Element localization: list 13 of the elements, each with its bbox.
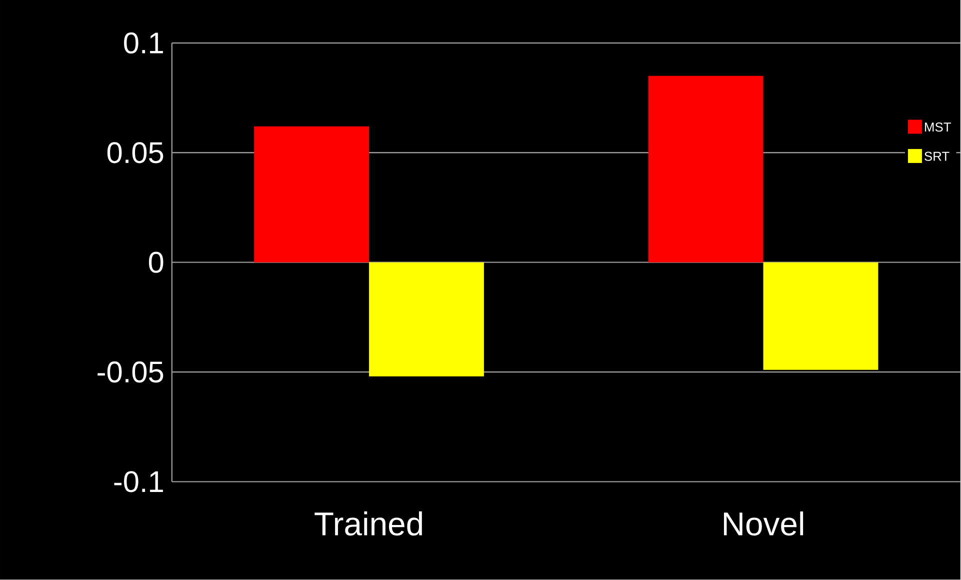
legend-label: SRT	[924, 152, 950, 162]
bar	[648, 76, 764, 263]
bar	[763, 262, 878, 370]
y-tick-label: 0.05	[107, 142, 164, 164]
x-tick-label: Novel	[724, 512, 804, 536]
bar	[369, 262, 484, 377]
y-tick-label: 0.1	[124, 32, 163, 54]
y-tick-label: -0.1	[114, 471, 163, 492]
y-tick-label: 0	[148, 252, 164, 274]
bar	[254, 126, 370, 263]
x-tick-label: Trained	[314, 512, 422, 536]
y-tick-label: -0.05	[98, 362, 164, 383]
legend-label: MST	[925, 122, 951, 132]
